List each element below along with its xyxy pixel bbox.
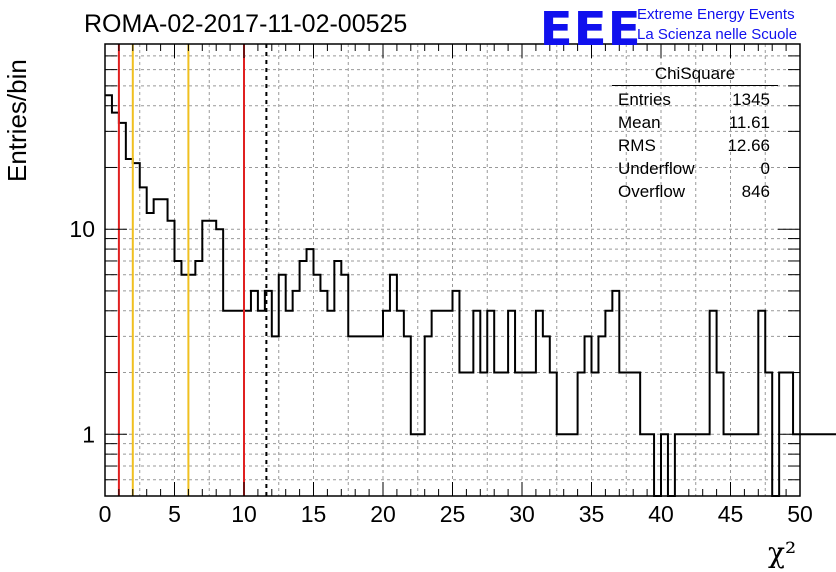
x-tick-label: 30 (509, 501, 535, 527)
stats-row-underflow: Underflow 0 (612, 157, 778, 180)
logo-line-2: La Scienza nelle Scuole (637, 26, 798, 43)
stats-title: ChiSquare (612, 64, 778, 86)
stats-label: RMS (618, 136, 656, 155)
stats-value: 12.66 (727, 136, 770, 155)
stats-label: Entries (618, 90, 671, 109)
x-tick-label: 5 (168, 501, 181, 527)
stats-row-overflow: Overflow 846 (612, 180, 778, 203)
y-tick-label: 1 (82, 421, 95, 447)
histogram-line (105, 94, 836, 497)
stats-row-mean: Mean 11.61 (612, 111, 778, 134)
x-tick-label: 40 (648, 501, 674, 527)
x-tick-label: 10 (231, 501, 257, 527)
eee-logo: EEE (539, 2, 642, 56)
x-tick-label: 50 (787, 501, 813, 527)
x-tick-label: 0 (99, 501, 112, 527)
x-axis-label: χ² (768, 536, 797, 569)
x-tick-label: 35 (579, 501, 605, 527)
stats-row-entries: Entries 1345 (612, 88, 778, 111)
logo-line-1: Extreme Energy Events (637, 6, 795, 23)
stats-value: 846 (741, 182, 770, 201)
stats-value: 1345 (732, 90, 770, 109)
stats-row-rms: RMS 12.66 (612, 134, 778, 157)
stats-label: Mean (618, 113, 661, 132)
x-tick-label: 15 (301, 501, 327, 527)
stats-label: Underflow (618, 159, 695, 178)
stats-box: ChiSquare Entries 1345 Mean 11.61 RMS 12.66… (612, 64, 778, 203)
x-tick-label: 25 (440, 501, 466, 527)
x-tick-label: 45 (718, 501, 744, 527)
stats-label: Overflow (618, 182, 686, 201)
stats-value: 0 (760, 159, 770, 178)
y-tick-label: 10 (69, 216, 95, 242)
chart-title: ROMA-02-2017-11-02-00525 (84, 10, 408, 38)
x-tick-label: 20 (370, 501, 396, 527)
y-axis-label: Entries/bin (2, 59, 32, 182)
stats-value: 11.61 (728, 113, 770, 132)
